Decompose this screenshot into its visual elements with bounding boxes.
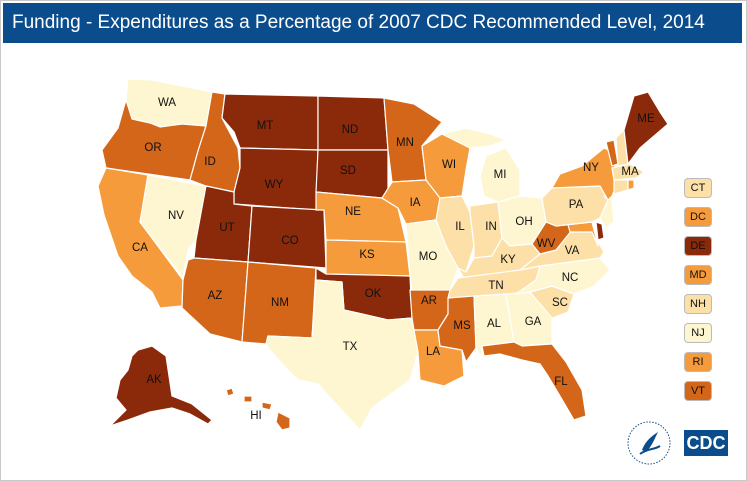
state-CT[interactable]	[613, 179, 629, 195]
label-ME: ME	[637, 113, 655, 125]
state-ME[interactable]	[623, 91, 669, 165]
label-IN: IN	[485, 221, 497, 233]
label-TX: TX	[343, 341, 358, 353]
state-ND[interactable]	[317, 95, 389, 151]
state-HI-oahu[interactable]	[243, 395, 253, 403]
label-NM: NM	[271, 297, 289, 309]
label-OH: OH	[515, 216, 532, 228]
cdc-logo-text: CDC	[684, 430, 728, 456]
state-DE[interactable]	[595, 221, 605, 241]
label-AL: AL	[487, 318, 502, 330]
legend-item-DE[interactable]: DE	[684, 236, 712, 256]
label-CO: CO	[281, 235, 298, 247]
label-NV: NV	[168, 210, 184, 222]
label-NY: NY	[583, 162, 599, 174]
label-MI: MI	[494, 169, 507, 181]
label-SC: SC	[552, 297, 568, 309]
label-WI: WI	[442, 159, 456, 171]
label-MS: MS	[453, 320, 471, 332]
state-AK[interactable]	[109, 345, 213, 427]
label-OR: OR	[144, 142, 161, 154]
cdc-logo-tagline: ​	[684, 458, 732, 462]
label-NE: NE	[345, 206, 361, 218]
label-WV: WV	[537, 238, 556, 250]
state-TX[interactable]	[265, 279, 421, 431]
state-HI-big[interactable]	[275, 411, 291, 431]
hhs-seal-logo	[627, 421, 671, 465]
label-LA: LA	[426, 346, 440, 358]
legend-item-NJ[interactable]: NJ	[684, 323, 712, 343]
page-title: Funding - Expenditures as a Percentage o…	[3, 3, 742, 43]
label-HI: HI	[250, 410, 262, 422]
state-RI[interactable]	[627, 179, 635, 191]
label-MN: MN	[396, 137, 414, 149]
label-VA: VA	[565, 245, 580, 257]
label-NC: NC	[562, 272, 579, 284]
label-PA: PA	[569, 199, 584, 211]
state-MA[interactable]	[611, 163, 645, 181]
state-HI-kauai[interactable]	[225, 387, 235, 397]
label-GA: GA	[525, 316, 542, 328]
label-ND: ND	[342, 124, 359, 136]
label-WA: WA	[158, 97, 176, 109]
label-IL: IL	[455, 221, 465, 233]
state-HI-maui[interactable]	[261, 401, 273, 411]
label-FL: FL	[554, 376, 568, 388]
label-UT: UT	[219, 222, 234, 234]
state-FL[interactable]	[481, 341, 587, 421]
label-AK: AK	[146, 374, 162, 386]
label-MA: MA	[621, 166, 639, 178]
label-IA: IA	[410, 197, 421, 209]
label-KY: KY	[500, 254, 516, 266]
label-AR: AR	[421, 295, 437, 307]
cdc-logo: CDC ​	[684, 430, 732, 462]
legend-item-CT[interactable]: CT	[684, 178, 712, 198]
label-MT: MT	[257, 120, 274, 132]
label-OK: OK	[365, 288, 382, 300]
state-MI-upper[interactable]	[441, 127, 507, 149]
label-ID: ID	[204, 156, 216, 168]
legend-item-NH[interactable]: NH	[684, 294, 712, 314]
legend-item-VT[interactable]: VT	[684, 381, 712, 401]
label-CA: CA	[132, 242, 148, 254]
legend-item-DC[interactable]: DC	[684, 207, 712, 227]
label-MO: MO	[419, 251, 438, 263]
label-WY: WY	[265, 179, 284, 191]
label-AZ: AZ	[208, 290, 223, 302]
legend-item-MD[interactable]: MD	[684, 265, 712, 285]
legend-item-RI[interactable]: RI	[684, 352, 712, 372]
label-SD: SD	[340, 165, 356, 177]
label-TN: TN	[488, 280, 503, 292]
label-KS: KS	[359, 249, 375, 261]
